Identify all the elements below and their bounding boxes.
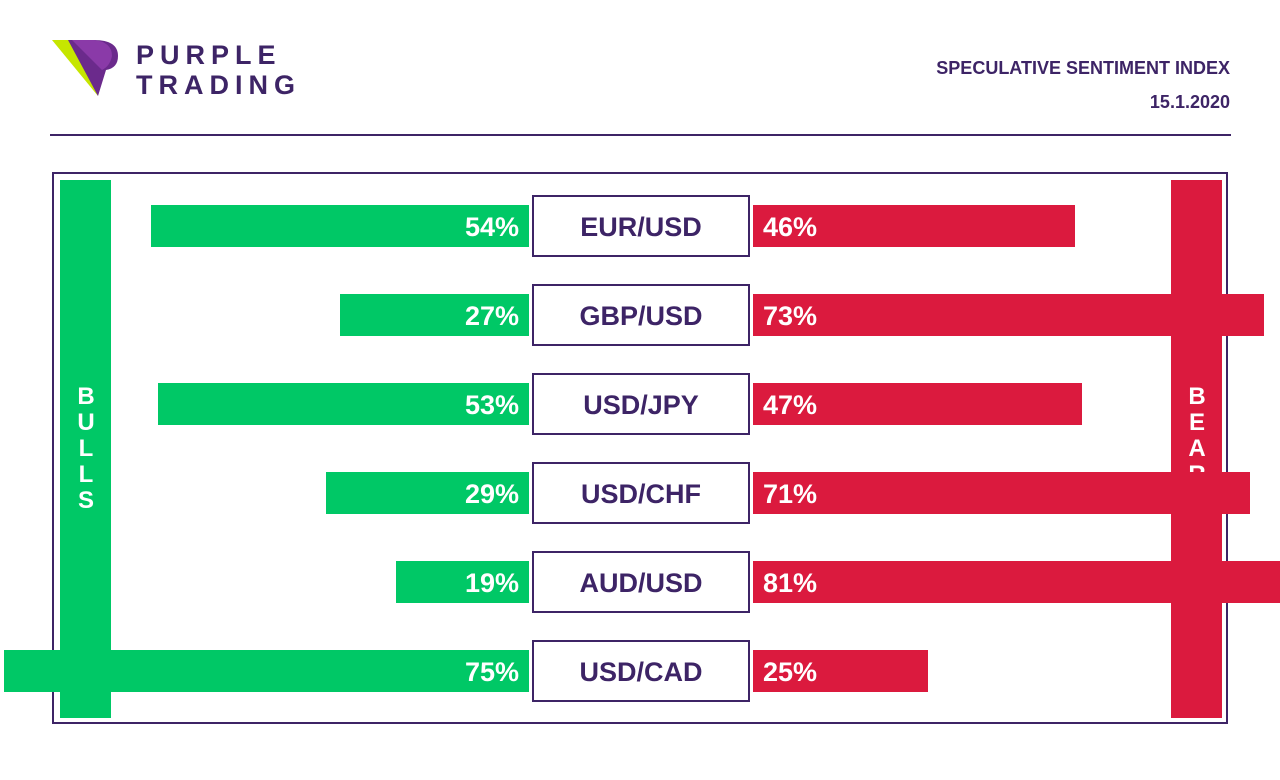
pair-label: USD/JPY [583,390,699,420]
pair-label: GBP/USD [579,301,702,331]
bears-label-letter: E [1189,409,1205,436]
bear-value-label: 46% [763,212,817,242]
bear-value-label: 81% [763,568,817,598]
bear-value-label: 73% [763,301,817,331]
header: PURPLE TRADING SPECULATIVE SENTIMENT IND… [0,0,1280,136]
bear-bar [753,472,1250,514]
bears-pillar [1171,180,1222,718]
report-title: SPECULATIVE SENTIMENT INDEX [936,58,1230,78]
bear-bar [753,383,1082,425]
bull-value-label: 54% [465,212,519,242]
bull-value-label: 27% [465,301,519,331]
bear-value-label: 71% [763,479,817,509]
bull-bar [151,205,529,247]
brand-line-2: TRADING [136,70,301,100]
header-divider [50,134,1231,136]
bear-bar [753,561,1280,603]
bulls-label-letter: L [79,435,94,462]
purple-trading-logo-icon [52,40,118,96]
bull-bar [326,472,529,514]
bulls-label-letter: L [79,461,94,488]
pair-label: EUR/USD [580,212,702,242]
bull-bar [158,383,529,425]
bull-value-label: 53% [465,390,519,420]
bear-value-label: 47% [763,390,817,420]
pair-box [532,195,750,257]
bear-bar [753,205,1075,247]
pair-box [532,551,750,613]
bear-bar [753,294,1264,336]
bulls-label-letter: B [77,383,94,410]
bull-bar [340,294,529,336]
report-date: 15.1.2020 [1149,92,1230,112]
pair-label: USD/CAD [579,657,702,687]
bears-label-letter: A [1188,435,1205,462]
pair-box [532,284,750,346]
bull-bar [396,561,529,603]
pair-box [532,462,750,524]
bull-value-label: 75% [465,657,519,687]
pair-box [532,640,750,702]
pair-label: AUD/USD [579,568,702,598]
bull-bar [4,650,529,692]
bulls-pillar [60,180,111,718]
brand-line-1: PURPLE [136,40,282,70]
bull-value-label: 19% [465,568,519,598]
bull-value-label: 29% [465,479,519,509]
bears-label-letter: B [1188,383,1205,410]
bear-bar [753,650,928,692]
pair-label: USD/CHF [581,479,701,509]
brand-name: PURPLE TRADING [136,40,301,100]
bulls-label-letter: U [77,409,94,436]
bear-value-label: 25% [763,657,817,687]
bulls-label-letter: S [78,487,94,514]
chart-frame [52,172,1228,724]
pair-box [532,373,750,435]
